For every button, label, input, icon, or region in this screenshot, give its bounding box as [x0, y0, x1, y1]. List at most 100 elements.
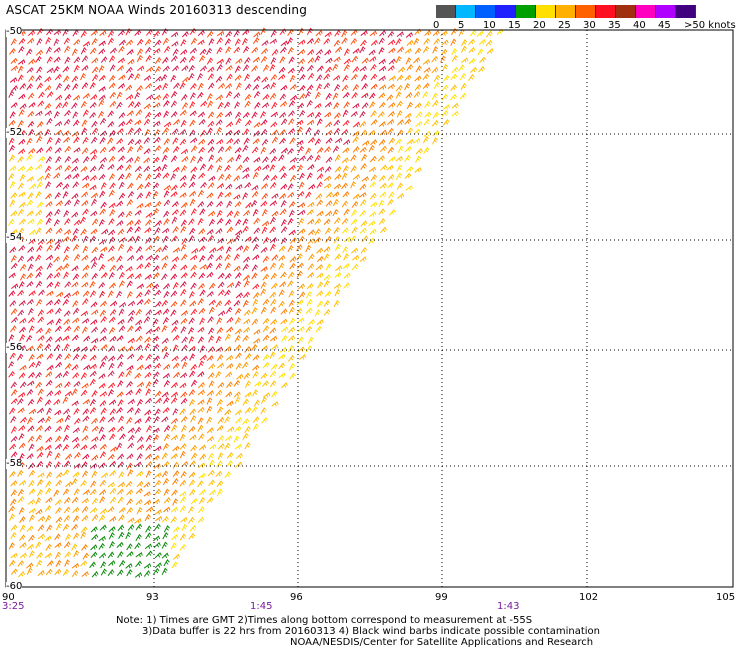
wind-barb — [458, 28, 465, 37]
wind-barb — [90, 136, 98, 144]
wind-barb — [36, 218, 44, 226]
wind-barb — [370, 83, 378, 90]
wind-barb — [135, 85, 143, 92]
wind-barb — [476, 30, 484, 37]
wind-barb — [162, 127, 170, 135]
wind-barb — [89, 290, 97, 298]
wind-barb — [35, 434, 43, 442]
wind-barb — [197, 72, 204, 81]
wind-barb — [334, 173, 342, 180]
wind-barb — [35, 280, 43, 288]
wind-barb — [180, 288, 187, 296]
wind-barb — [37, 388, 44, 396]
wind-barb — [116, 335, 124, 342]
wind-barb — [170, 263, 177, 271]
wind-barb — [261, 183, 269, 190]
wind-barb — [163, 433, 171, 441]
wind-barb — [252, 56, 260, 63]
wind-barb — [54, 120, 63, 127]
wind-barb — [154, 145, 162, 152]
wind-barb — [270, 298, 277, 306]
wind-barb — [287, 183, 294, 191]
wind-barb — [53, 256, 61, 263]
wind-barb — [18, 148, 26, 155]
wind-barb — [143, 499, 152, 506]
wind-barb — [117, 496, 125, 504]
wind-barb — [81, 127, 88, 135]
wind-barb — [82, 245, 89, 254]
wind-barb — [154, 166, 162, 172]
wind-barb — [116, 164, 124, 171]
wind-barb — [460, 82, 467, 91]
wind-barb — [280, 84, 288, 91]
wind-barb — [188, 345, 196, 352]
wind-barb — [44, 172, 51, 181]
wind-barb — [197, 371, 205, 378]
wind-barb — [334, 166, 342, 173]
wind-barb — [343, 48, 350, 56]
wind-barb — [127, 73, 135, 81]
wind-barb — [136, 263, 144, 270]
wind-barb — [298, 209, 306, 216]
wind-barb — [45, 371, 53, 378]
wind-barb — [260, 128, 268, 136]
wind-barb — [199, 453, 207, 461]
wind-barb — [74, 417, 81, 425]
wind-barb — [107, 569, 115, 576]
wind-barb — [207, 82, 215, 90]
wind-barb — [361, 57, 369, 64]
wind-barb — [28, 229, 37, 236]
wind-barb — [127, 427, 135, 434]
wind-barb — [271, 210, 279, 217]
wind-barb — [235, 229, 243, 236]
wind-barb — [224, 299, 232, 307]
wind-barb — [325, 235, 332, 243]
wind-barb — [332, 191, 340, 198]
wind-barb — [414, 28, 422, 36]
wind-barb — [134, 418, 142, 424]
wind-barb — [152, 427, 160, 434]
wind-barb — [182, 76, 190, 83]
wind-barb — [44, 552, 52, 559]
wind-barb — [235, 111, 242, 119]
wind-barb — [154, 172, 162, 180]
wind-barb — [307, 201, 315, 208]
wind-barb — [99, 290, 106, 299]
wind-barb — [134, 325, 142, 332]
wind-barb — [242, 263, 249, 271]
wind-barb — [55, 372, 63, 379]
wind-barb — [154, 309, 162, 316]
wind-barb — [108, 345, 115, 352]
wind-barb — [53, 47, 61, 53]
wind-barb — [82, 41, 91, 47]
wind-barb — [36, 559, 43, 567]
colorbar-label: >50 knots — [684, 20, 736, 31]
wind-barb — [244, 391, 252, 398]
wind-barb — [252, 243, 260, 251]
wind-barb — [28, 550, 35, 558]
wind-barb — [388, 156, 396, 162]
wind-barb — [298, 27, 305, 36]
wind-barb — [180, 225, 187, 234]
wind-barb — [314, 129, 321, 137]
note-line-3: NOAA/NESDIS/Center for Satellite Applica… — [290, 637, 594, 648]
wind-barb — [28, 128, 35, 136]
wind-barb — [208, 38, 215, 46]
wind-barb — [242, 37, 248, 46]
time-label: 1:45 — [250, 601, 273, 612]
wind-barb — [342, 109, 349, 118]
wind-barb — [243, 137, 250, 145]
wind-barb — [8, 272, 16, 279]
wind-barb — [215, 262, 223, 270]
wind-barb — [162, 146, 170, 154]
colorbar-label: 0 — [433, 20, 440, 31]
wind-barb — [171, 489, 178, 497]
wind-barb — [217, 488, 223, 497]
wind-barb — [81, 382, 89, 389]
wind-barb — [180, 119, 187, 128]
wind-barb — [252, 283, 260, 290]
wind-barb — [189, 129, 196, 137]
wind-barb — [235, 352, 242, 360]
wind-barb — [55, 516, 63, 524]
wind-barb — [198, 360, 205, 368]
